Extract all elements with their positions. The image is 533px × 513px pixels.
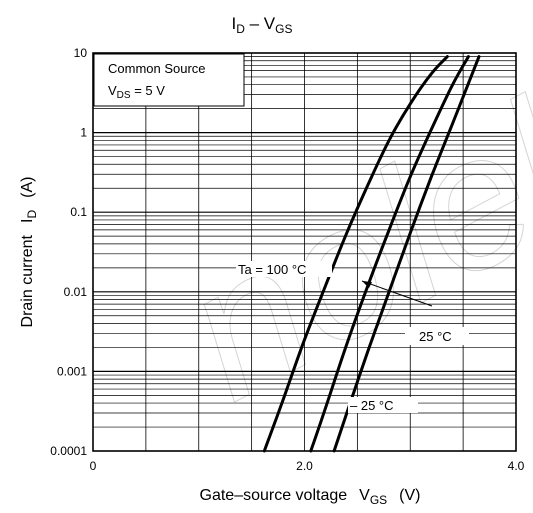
- chart-title: ID – VGS: [232, 14, 293, 36]
- y-tick-label: 0.1: [70, 205, 87, 219]
- conditions-box-frame: [93, 53, 245, 107]
- x-tick-label: 4.0: [508, 459, 525, 473]
- label-25c-bg: [405, 327, 469, 345]
- label-m25c-bg: [348, 397, 418, 413]
- conditions-box: Common Source VDS = 5 V: [93, 53, 245, 107]
- arrow-25c-head: [362, 281, 372, 288]
- label-m25c: – 25 °C: [350, 398, 394, 413]
- y-tick-label: 0.001: [57, 364, 87, 378]
- conditions-line-1: Common Source: [108, 61, 206, 76]
- label-25c: 25 °C: [419, 329, 452, 344]
- label-100c-bg: [236, 261, 332, 277]
- y-tick-label: 0.01: [64, 285, 88, 299]
- y-tick-label: 0.0001: [50, 444, 87, 458]
- arrow-25c-line: [361, 280, 433, 307]
- y-axis-label: Drain currentID(A): [19, 177, 39, 328]
- x-tick-label: 0: [90, 459, 97, 473]
- y-tick-label: 1: [80, 126, 87, 140]
- plot-frame: [92, 52, 517, 452]
- curve-ta-25c: [309, 55, 470, 453]
- x-tick-label: 2.0: [296, 459, 313, 473]
- curve-annotations: Ta = 100 °C 25 °C – 25 °C: [236, 261, 469, 413]
- conditions-line-2: VDS = 5 V: [108, 83, 165, 101]
- y-tick-label: 10: [74, 46, 88, 60]
- label-100c: Ta = 100 °C: [238, 262, 306, 277]
- x-axis-label: Gate–source voltage VGS (V): [200, 487, 421, 507]
- curve-ta-100c: [262, 55, 449, 453]
